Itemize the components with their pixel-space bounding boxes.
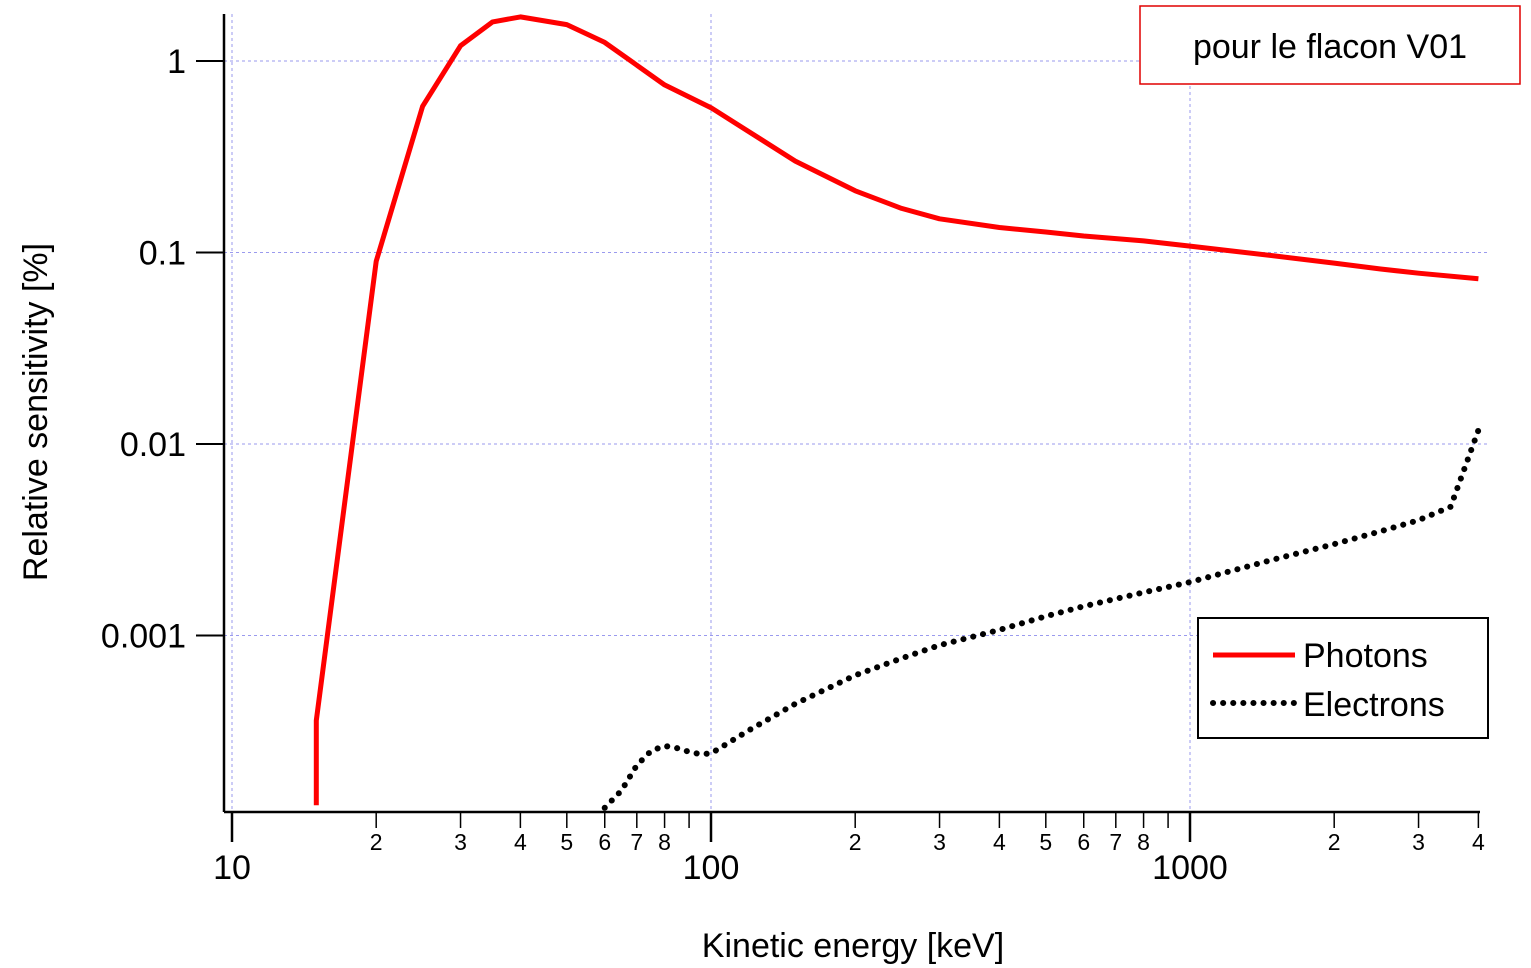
x-minor-tick-label: 8: [1137, 829, 1150, 855]
annotation-box: pour le flacon V01: [1139, 5, 1521, 85]
x-minor-tick-label: 2: [370, 829, 383, 855]
x-major-tick-label: 10: [213, 849, 251, 887]
legend-frame: [1197, 617, 1489, 739]
x-minor-tick-label: 5: [1039, 829, 1052, 855]
y-tick-label: 0.1: [139, 235, 186, 273]
series-line-electrons: [601, 427, 1482, 811]
x-minor-tick-label: 2: [1328, 829, 1341, 855]
x-minor-tick-label: 5: [560, 829, 573, 855]
y-tick-label: 1: [167, 43, 186, 81]
x-minor-tick-label: 4: [1472, 829, 1485, 855]
y-tick-label: 0.001: [101, 618, 186, 656]
series-line-photons: [313, 14, 1479, 806]
x-minor-tick-label: 3: [1412, 829, 1425, 855]
x-minor-tick-label: 7: [1109, 829, 1122, 855]
x-minor-tick-label: 4: [993, 829, 1006, 855]
x-minor-tick-label: 3: [933, 829, 946, 855]
x-minor-tick-label: 6: [1077, 829, 1090, 855]
x-major-tick-label: 100: [683, 849, 740, 887]
y-axis-title: Relative sensitivity [%]: [17, 243, 55, 581]
x-minor-tick-label: 8: [658, 829, 671, 855]
x-axis-title: Kinetic energy [keV]: [702, 927, 1004, 965]
series-lines: [313, 14, 1482, 811]
annotation-frame: [1139, 5, 1521, 85]
x-minor-tick-label: 7: [630, 829, 643, 855]
x-minor-tick-label: 4: [514, 829, 527, 855]
x-major-tick-label: 1000: [1152, 849, 1228, 887]
legend: Photons Electrons: [1197, 617, 1489, 739]
annotation-text: pour le flacon V01: [1193, 28, 1467, 66]
x-minor-tick-label: 3: [454, 829, 467, 855]
grid-lines: [224, 14, 1488, 812]
x-minor-tick-label: 6: [598, 829, 611, 855]
x-minor-tick-label: 2: [849, 829, 862, 855]
legend-label-photons: Photons: [1303, 637, 1428, 675]
y-tick-label: 0.01: [120, 426, 186, 464]
axes: [196, 14, 1480, 842]
legend-label-electrons: Electrons: [1303, 686, 1445, 724]
